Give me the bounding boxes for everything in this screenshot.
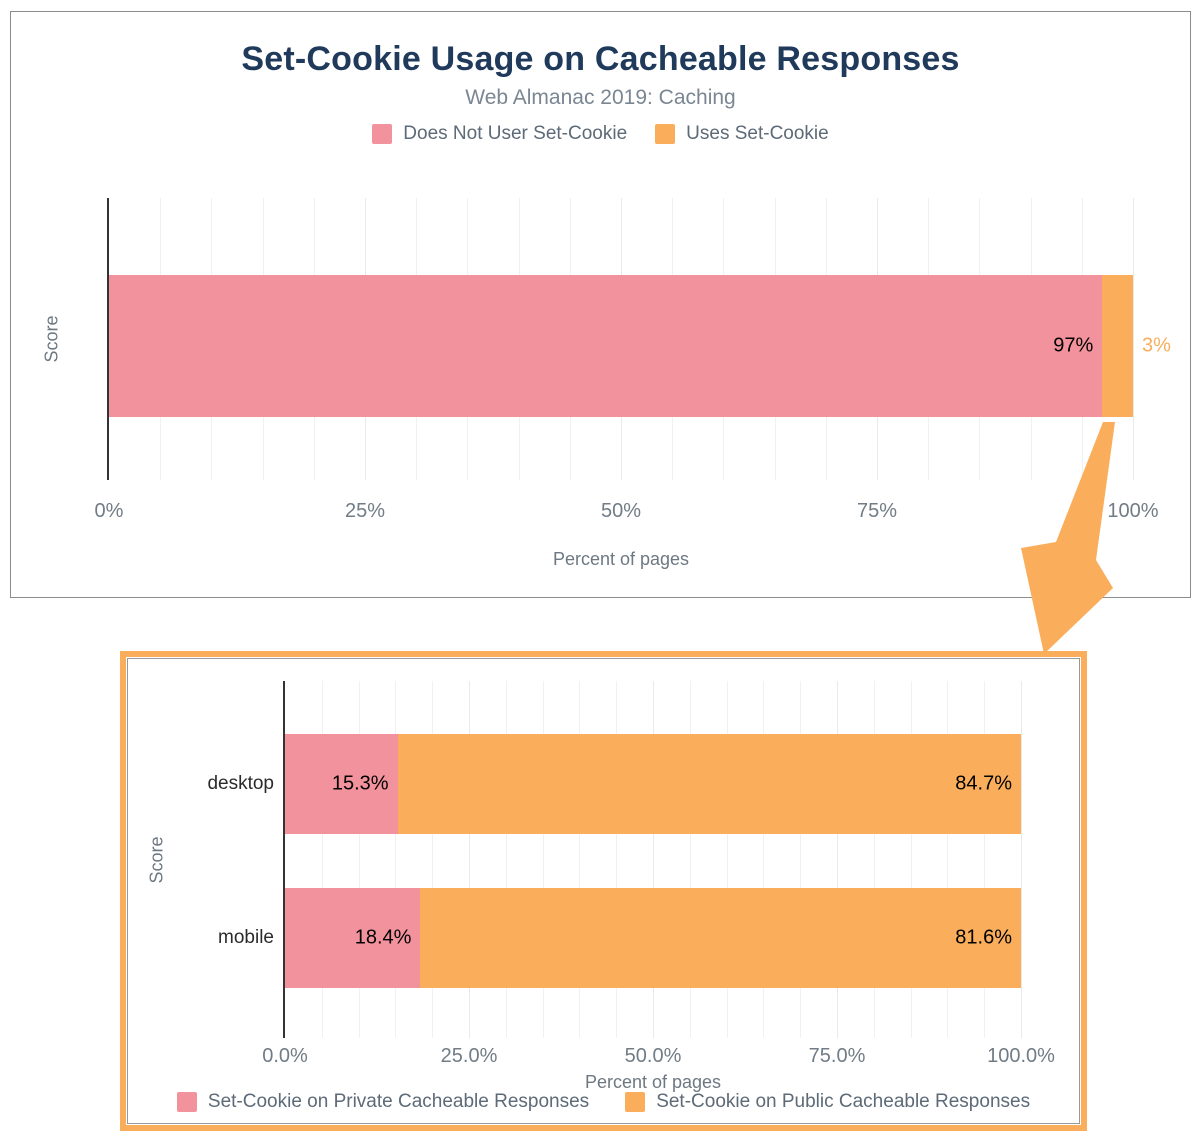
gridline: [763, 681, 765, 1038]
gridline: [321, 681, 323, 1038]
gridline: [947, 681, 949, 1038]
bar-value-label: 15.3%: [331, 772, 389, 795]
x-tick-label: 0%: [94, 500, 124, 522]
bar-value-label: 84.7%: [955, 772, 1012, 795]
bar-segment-set-cookie-on-public-cacheable-responses-desktop: [397, 734, 1021, 834]
x-tick-label: 75%: [856, 500, 898, 522]
bar-value-label: 18.4%: [354, 926, 412, 949]
gridline: [800, 681, 802, 1038]
gridline: [984, 681, 986, 1038]
gridline: [616, 681, 618, 1038]
legend-item-does-not-user-set-cookie: Does Not User Set-Cookie: [372, 123, 627, 145]
bar-value-label: 3%: [1142, 334, 1171, 357]
x-tick-label: 75.0%: [808, 1045, 866, 1067]
gridline: [505, 681, 507, 1038]
legend-label: Set-Cookie on Public Cacheable Responses: [656, 1091, 1031, 1112]
y-axis-line: [107, 198, 109, 480]
gridline: [542, 681, 544, 1038]
bottom-x-axis-title: Percent of pages: [584, 1072, 722, 1092]
legend-swatch-icon: [176, 1092, 197, 1112]
gridline: [689, 681, 691, 1038]
gridline: [910, 681, 912, 1038]
legend-swatch-icon: [372, 124, 393, 144]
gridline: [726, 681, 728, 1038]
x-tick-label: 100.0%: [987, 1045, 1055, 1067]
gridline: [873, 681, 875, 1038]
chart-title: Set-Cookie Usage on Cacheable Responses: [241, 40, 960, 78]
x-tick-label: 100%: [1107, 500, 1159, 522]
legend-label: Does Not User Set-Cookie: [403, 123, 628, 144]
gridline: [1021, 681, 1022, 1038]
gridline: [579, 681, 581, 1038]
legend-swatch-icon: [625, 1092, 646, 1112]
chart-subtitle: Web Almanac 2019: Caching: [465, 86, 736, 109]
gridline: [395, 681, 397, 1038]
gridline: [432, 681, 434, 1038]
bar-value-label: 81.6%: [955, 926, 1012, 949]
gridline: [837, 681, 838, 1038]
legend-label: Uses Set-Cookie: [686, 123, 829, 144]
x-tick-label: 50.0%: [624, 1045, 682, 1067]
bar-segment-uses-set-cookie-bar: [1102, 275, 1133, 417]
legend-item-set-cookie-on-private-cacheable-responses: Set-Cookie on Private Cacheable Response…: [176, 1091, 590, 1113]
legend-item-set-cookie-on-public-cacheable-responses: Set-Cookie on Public Cacheable Responses: [625, 1091, 1030, 1113]
legend-label: Set-Cookie on Private Cacheable Response…: [207, 1091, 590, 1112]
top-x-axis-title: Percent of pages: [552, 549, 690, 569]
category-label-mobile: mobile: [218, 927, 274, 948]
bar-segment-set-cookie-on-public-cacheable-responses-mobile: [420, 888, 1021, 988]
legend-item-uses-set-cookie: Uses Set-Cookie: [655, 123, 829, 145]
top-chart-legend: Does Not User Set-Cookie Uses Set-Cookie: [10, 123, 1191, 145]
gridline: [1133, 198, 1134, 480]
legend-swatch-icon: [655, 124, 676, 144]
bottom-chart-legend: Set-Cookie on Private Cacheable Response…: [127, 1091, 1080, 1113]
category-label-desktop: desktop: [207, 773, 274, 794]
x-tick-label: 50%: [600, 500, 642, 522]
x-tick-label: 25%: [344, 500, 386, 522]
gridline: [653, 681, 654, 1038]
bottom-y-axis-title: Score: [146, 836, 167, 884]
y-axis-line: [283, 681, 285, 1038]
bar-segment-set-cookie-on-private-cacheable-responses-desktop: [285, 734, 398, 834]
gridline: [358, 681, 360, 1038]
x-tick-label: 0.0%: [262, 1045, 308, 1067]
top-y-axis-title: Score: [41, 315, 62, 363]
x-tick-label: 25.0%: [440, 1045, 498, 1067]
bar-value-label: 97%: [1053, 334, 1094, 357]
zoom-callout-arrow-icon: [1021, 422, 1115, 654]
bar-segment-set-cookie-on-private-cacheable-responses-mobile: [285, 888, 421, 988]
bar-segment-does-not-user-set-cookie-bar: [109, 275, 1103, 417]
gridline: [469, 681, 470, 1038]
